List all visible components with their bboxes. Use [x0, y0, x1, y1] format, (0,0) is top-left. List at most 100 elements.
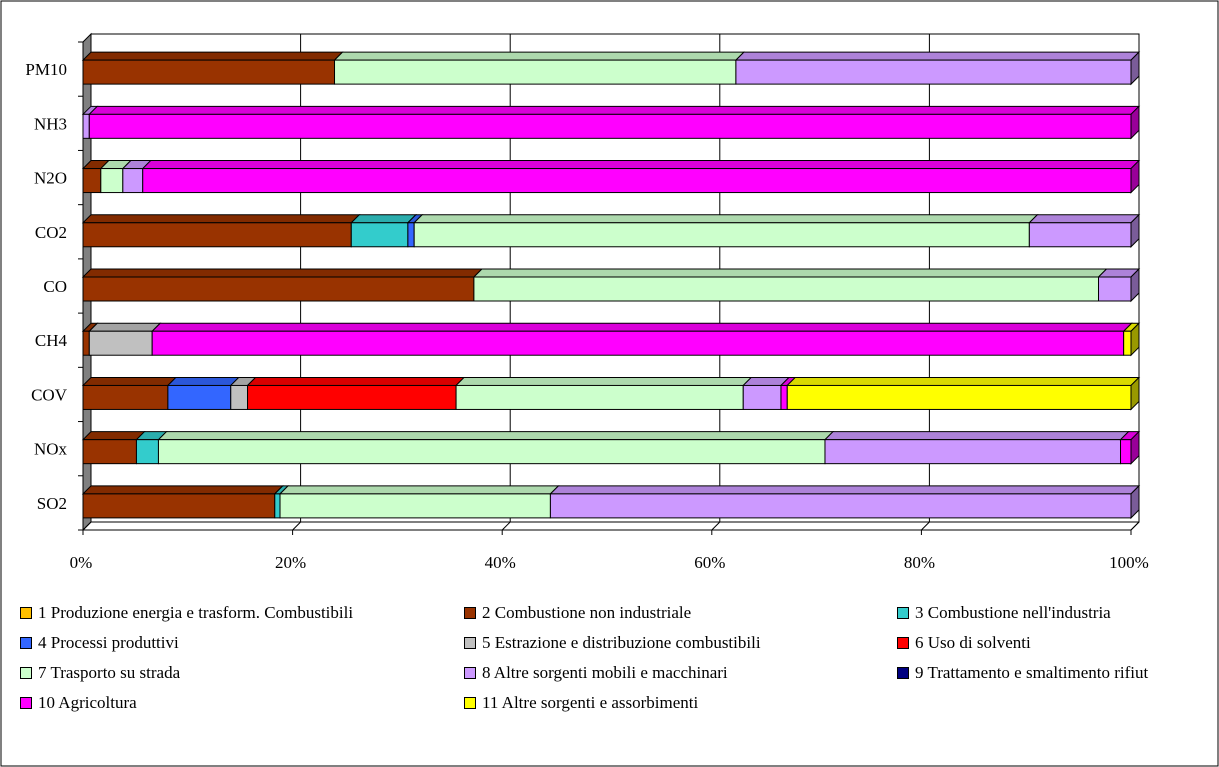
- legend-item: 10 Agricoltura: [20, 692, 137, 714]
- bar-segment-front: [100, 168, 124, 194]
- category-label: NOx: [34, 440, 68, 459]
- x-tick-label: 60%: [694, 553, 725, 572]
- legend-item: 2 Combustione non industriale: [464, 602, 691, 624]
- bar-segment-front: [473, 276, 1100, 302]
- bar-segment-front: [82, 384, 169, 410]
- bar-segment-front: [1120, 439, 1132, 465]
- legend-label: 10 Agricoltura: [38, 693, 137, 712]
- category-label: CO2: [35, 223, 67, 242]
- bar-segment-top: [81, 214, 361, 224]
- bar-segment-side: [1130, 484, 1140, 520]
- bar-segment-front: [82, 222, 352, 248]
- bar-segment-side: [1130, 159, 1140, 194]
- legend-swatch: [897, 637, 909, 649]
- legend-label: 9 Trattamento e smaltimento rifiut: [915, 663, 1149, 682]
- category-label: N2O: [34, 169, 67, 188]
- bar-segment-front: [413, 222, 1030, 248]
- bar-segment-top: [81, 268, 484, 278]
- bar-segment-front: [142, 168, 1132, 194]
- bar-segment: [121, 160, 152, 194]
- legend-swatch: [464, 637, 476, 649]
- floor-gridline: [711, 521, 721, 531]
- bar-segment: [823, 431, 1130, 465]
- bar-segment-top: [81, 485, 284, 495]
- bar-segment-side: [1130, 376, 1140, 411]
- legend-item: 3 Combustione nell'industria: [897, 602, 1111, 624]
- legend-swatch: [897, 607, 909, 619]
- bar-segment-top: [472, 268, 1108, 278]
- legend-label: 6 Uso di solventi: [915, 633, 1031, 652]
- legend-item: 8 Altre sorgenti mobili e macchinari: [464, 662, 728, 684]
- legend-item: 5 Estrazione e distribuzione combustibil…: [464, 632, 761, 654]
- bar-segment: [88, 105, 1141, 140]
- bar-segment: [141, 159, 1141, 194]
- legend-item: 11 Altre sorgenti e assorbimenti: [464, 692, 698, 714]
- category-label: NH3: [34, 114, 67, 133]
- legend-swatch: [20, 607, 32, 619]
- bar-segment: [81, 431, 146, 465]
- floor-gridline: [292, 521, 301, 531]
- bar-segment-front: [82, 493, 276, 519]
- legend-swatch: [20, 637, 32, 649]
- legend-item: 6 Uso di solventi: [897, 632, 1031, 654]
- bar-segment: [81, 51, 344, 85]
- bar-segment-front: [274, 493, 281, 519]
- bar-segment-front: [1123, 330, 1132, 356]
- bar-segment: [278, 485, 560, 519]
- x-tick-label: 100%: [1109, 553, 1149, 572]
- legend-label: 4 Processi produttivi: [38, 633, 179, 652]
- bar-segment-top: [786, 376, 1141, 386]
- bar-segment-front: [135, 439, 159, 465]
- axes: [78, 41, 1140, 535]
- bar-segment-front: [780, 384, 788, 410]
- legend-label: 3 Combustione nell'industria: [915, 603, 1111, 622]
- bar-segment-top: [81, 376, 178, 386]
- bar-segment-top: [1028, 214, 1141, 224]
- bar-segment-front: [455, 384, 744, 410]
- bar-segment-side: [1130, 267, 1140, 303]
- bar-segment-top: [333, 51, 746, 61]
- bar-segment-side: [1130, 213, 1140, 248]
- bar-segment: [81, 485, 284, 519]
- bar-segment-front: [82, 168, 102, 194]
- bar-segment-front: [279, 493, 551, 519]
- category-label: CH4: [35, 331, 68, 350]
- legend-item: 9 Trattamento e smaltimento rifiut: [897, 662, 1148, 684]
- bar-segment: [81, 268, 484, 302]
- legend-label: 1 Produzione energia e trasform. Combust…: [38, 603, 354, 622]
- bar-segment-top: [166, 376, 240, 386]
- bar-segment-front: [82, 59, 336, 85]
- bar-segment-front: [88, 113, 1132, 139]
- category-label: PM10: [25, 60, 67, 79]
- bar-segment-top: [246, 376, 466, 386]
- x-tick-labels: 0% 20% 40% 60% 80% 100%: [70, 553, 1149, 572]
- category-label: CO: [43, 277, 67, 296]
- x-tick-label: 40%: [485, 553, 516, 572]
- bar-segment: [150, 322, 1133, 356]
- bar-segment: [454, 376, 753, 410]
- bar-segment: [166, 376, 240, 410]
- legend-label: 7 Trasporto su strada: [38, 663, 181, 682]
- bar-segment-front: [88, 330, 153, 356]
- legend-label: 8 Altre sorgenti mobili e macchinari: [482, 663, 728, 682]
- category-labels: PM10 NH3 N2O CO2 CO CH4 COV NOx SO2: [25, 60, 67, 513]
- bar-segment: [333, 51, 746, 85]
- bar-segment-front: [122, 168, 144, 194]
- bar-segment-top: [734, 51, 1141, 61]
- bar-segment-top: [350, 214, 418, 224]
- bar-segment-front: [82, 330, 90, 356]
- bar-segment-front: [82, 276, 475, 302]
- bar-segment: [472, 268, 1108, 302]
- legend-label: 5 Estrazione e distribuzione combustibil…: [482, 633, 761, 652]
- bar-segment: [81, 376, 178, 410]
- bar-segment: [734, 50, 1141, 86]
- legend: 1 Produzione energia e trasform. Combust…: [20, 602, 1219, 762]
- legend-swatch: [464, 697, 476, 709]
- bar-segment-top: [454, 376, 753, 386]
- bar-segment-front: [735, 59, 1132, 85]
- bar-segment-front: [247, 384, 457, 410]
- bar-segment-front: [230, 384, 249, 410]
- legend-label: 2 Combustione non industriale: [482, 603, 692, 622]
